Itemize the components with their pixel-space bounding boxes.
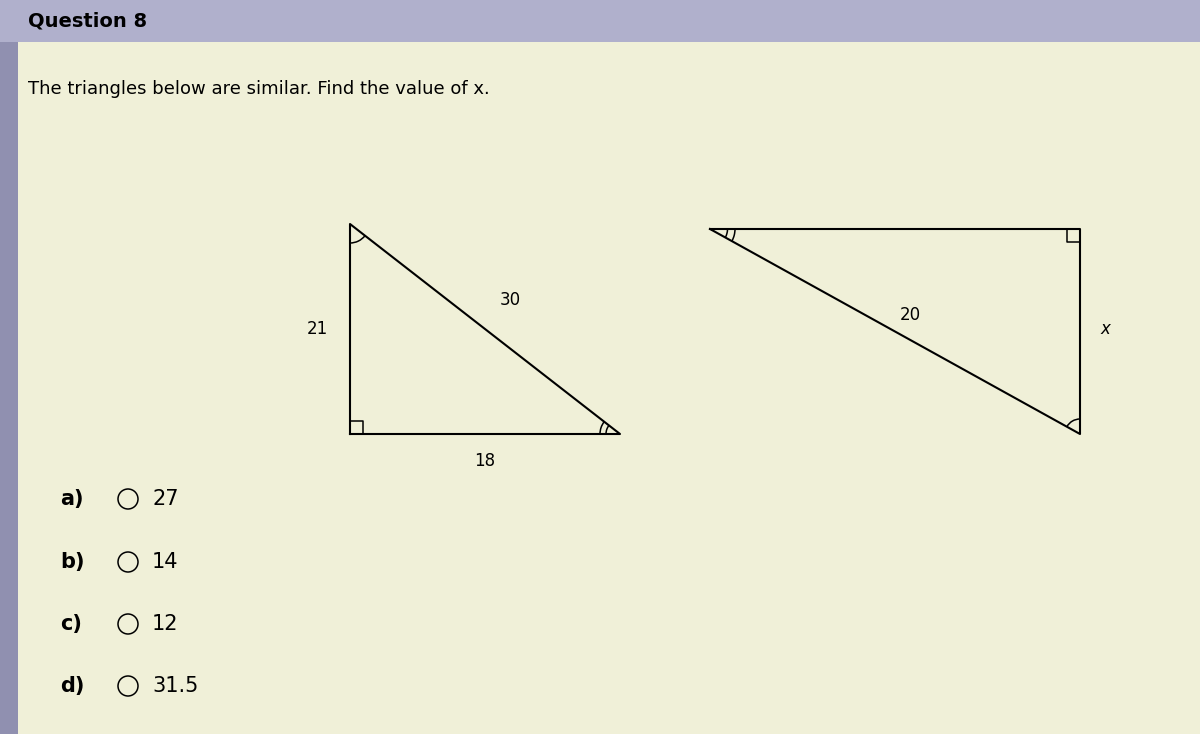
Text: 30: 30 [499, 291, 521, 309]
Text: d): d) [60, 676, 84, 696]
Text: 27: 27 [152, 489, 179, 509]
Text: c): c) [60, 614, 82, 634]
Text: Question 8: Question 8 [28, 12, 148, 31]
Text: b): b) [60, 552, 84, 572]
Text: 31.5: 31.5 [152, 676, 198, 696]
Text: 18: 18 [474, 452, 496, 470]
Text: The triangles below are similar. Find the value of x.: The triangles below are similar. Find th… [28, 80, 490, 98]
Text: 20: 20 [900, 306, 920, 324]
Text: 12: 12 [152, 614, 179, 634]
Text: a): a) [60, 489, 84, 509]
Bar [0, 42, 18, 734]
Text: 21: 21 [307, 320, 328, 338]
Text: 14: 14 [152, 552, 179, 572]
Bar [0, 0, 1200, 42]
Text: x: x [1100, 320, 1110, 338]
